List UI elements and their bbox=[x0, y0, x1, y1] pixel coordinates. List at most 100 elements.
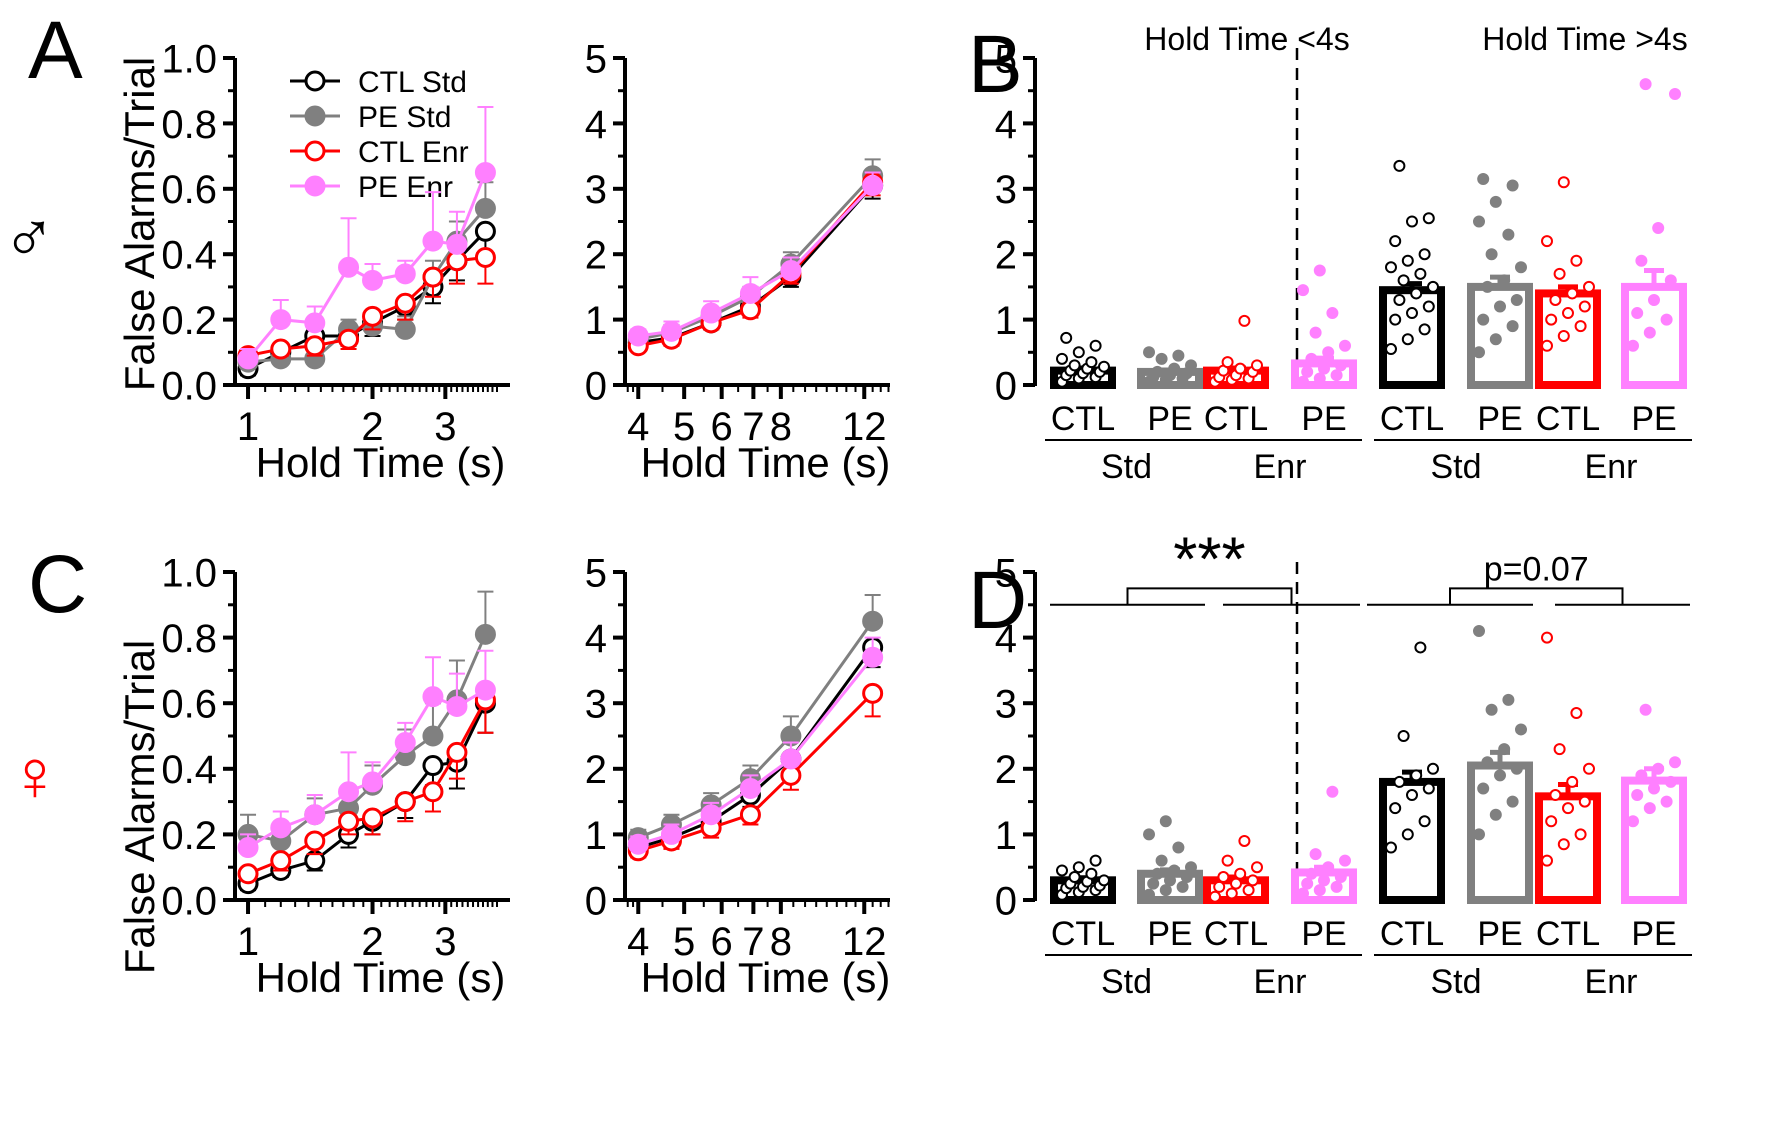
bar-ctl-enr bbox=[1535, 631, 1601, 904]
scatter-point bbox=[1545, 815, 1558, 828]
x-tick-label: 5 bbox=[673, 920, 695, 964]
data-point bbox=[394, 732, 416, 754]
scatter-point bbox=[1502, 228, 1515, 241]
scatter-point bbox=[1389, 313, 1402, 326]
scatter-point bbox=[1510, 293, 1523, 306]
scatter-point bbox=[1143, 888, 1155, 901]
scatter-point bbox=[1639, 78, 1652, 91]
x-tick-label: 7 bbox=[742, 405, 764, 449]
scatter-point bbox=[1414, 641, 1427, 654]
data-point bbox=[627, 833, 649, 855]
bar-ctl-enr bbox=[1203, 834, 1269, 905]
x-tick-label: 4 bbox=[627, 405, 649, 449]
scatter-point bbox=[1309, 848, 1322, 861]
scatter-point bbox=[1477, 782, 1490, 795]
scatter-point bbox=[1318, 874, 1330, 887]
scatter-point bbox=[1164, 874, 1176, 887]
x-tick-label: 8 bbox=[770, 405, 792, 449]
scatter-point bbox=[1143, 828, 1155, 841]
y-tick-label: 2 bbox=[995, 748, 1017, 792]
scatter-point bbox=[1313, 884, 1326, 897]
data-point bbox=[237, 348, 259, 370]
scatter-point bbox=[1578, 795, 1591, 808]
scatter-point bbox=[1393, 775, 1406, 788]
group-label: Enr bbox=[1585, 963, 1638, 1001]
scatter-point bbox=[1627, 339, 1639, 352]
scatter-point bbox=[1635, 254, 1648, 267]
x-tick-label: 5 bbox=[673, 405, 695, 449]
scatter-point bbox=[1664, 775, 1677, 788]
data-point bbox=[422, 230, 444, 252]
x-tick-label: 1 bbox=[237, 405, 259, 449]
y-tick-label: 1 bbox=[995, 299, 1017, 343]
scatter-point bbox=[1553, 267, 1566, 280]
scatter-point bbox=[1143, 346, 1155, 359]
scatter-point bbox=[1318, 362, 1330, 375]
scatter-point bbox=[1473, 215, 1485, 228]
y-tick-label: 4 bbox=[995, 103, 1017, 147]
series-pe-enr bbox=[627, 171, 884, 347]
scatter-point bbox=[1209, 890, 1221, 903]
x-tick-label: 12 bbox=[842, 405, 887, 449]
scatter-point bbox=[1566, 287, 1579, 300]
scatter-point bbox=[1643, 326, 1656, 339]
scatter-point bbox=[1072, 861, 1085, 874]
data-point bbox=[474, 220, 496, 242]
data-point bbox=[422, 725, 444, 747]
category-label: PE bbox=[1477, 915, 1522, 953]
data-point bbox=[474, 623, 496, 645]
scatter-point bbox=[1635, 769, 1648, 782]
scatter-point bbox=[1498, 274, 1511, 287]
x-tick-label: 6 bbox=[711, 920, 733, 964]
scatter-point bbox=[1557, 329, 1570, 342]
scatter-point bbox=[1648, 782, 1660, 795]
scatter-point bbox=[1401, 333, 1414, 346]
scatter-point bbox=[1326, 785, 1339, 798]
y-tick-label: 5 bbox=[585, 551, 607, 595]
scatter-point bbox=[1155, 352, 1168, 365]
scatter-point bbox=[1541, 339, 1553, 352]
scatter-point bbox=[1089, 339, 1102, 352]
group-label: Std bbox=[1430, 963, 1481, 1001]
significance-bracket-long: p=0.07 bbox=[1367, 550, 1690, 606]
scatter-point bbox=[1515, 261, 1527, 274]
data-point bbox=[627, 325, 649, 347]
scatter-point bbox=[1297, 284, 1309, 297]
data-point bbox=[422, 755, 444, 777]
data-point bbox=[304, 830, 326, 852]
scatter-point bbox=[1570, 254, 1583, 267]
scatter-point bbox=[1562, 802, 1574, 815]
data-point bbox=[700, 804, 722, 826]
data-point bbox=[338, 781, 360, 803]
y-tick-label: 5 bbox=[995, 551, 1017, 595]
bar-pe-std bbox=[1467, 172, 1533, 389]
category-label: CTL bbox=[1380, 400, 1444, 438]
scatter-point bbox=[1234, 867, 1247, 880]
data-point bbox=[446, 741, 468, 763]
scatter-point bbox=[1159, 884, 1172, 897]
y-tick-label: 0.6 bbox=[161, 683, 217, 727]
group-label: Enr bbox=[1254, 963, 1307, 1001]
scatter-point bbox=[1056, 864, 1068, 877]
y-tick-label: 0 bbox=[995, 879, 1017, 923]
scatter-point bbox=[1498, 743, 1511, 756]
scatter-point bbox=[1549, 789, 1562, 802]
y-tick-label: 0.4 bbox=[161, 748, 217, 792]
scatter-point bbox=[1494, 769, 1506, 782]
legend-entry-pe-enr: PE Enr bbox=[290, 171, 453, 204]
category-label: CTL bbox=[1204, 915, 1268, 953]
scatter-point bbox=[1322, 346, 1335, 359]
bar-ctl-enr bbox=[1535, 176, 1601, 389]
scatter-point bbox=[1180, 871, 1193, 884]
data-point bbox=[394, 791, 416, 813]
series-ctl-enr bbox=[237, 689, 496, 885]
y-tick-label: 1.0 bbox=[161, 551, 217, 595]
data-point bbox=[304, 312, 326, 334]
scatter-point bbox=[1566, 775, 1579, 788]
data-point bbox=[474, 161, 496, 183]
svg-text:PE Enr: PE Enr bbox=[358, 171, 453, 204]
data-point bbox=[474, 197, 496, 219]
legend-entry-ctl-enr: CTL Enr bbox=[290, 136, 469, 169]
male-symbol: ♂ bbox=[2, 198, 56, 278]
group-label: Enr bbox=[1254, 448, 1307, 486]
